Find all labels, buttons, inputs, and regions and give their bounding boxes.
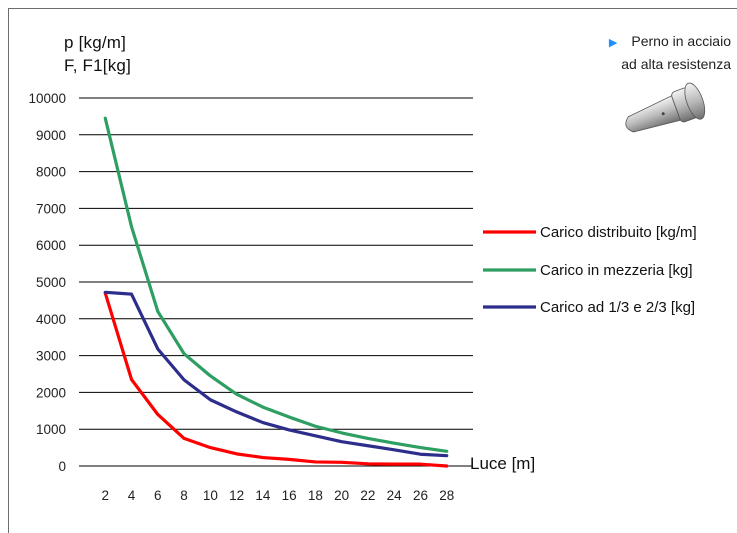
y-tick-label: 0 [58, 459, 66, 474]
legend-label-2: Carico in mezzeria [kg] [540, 262, 693, 279]
x-tick-label: 26 [413, 488, 428, 503]
x-tick-label: 8 [180, 488, 188, 503]
x-tick-label: 6 [154, 488, 162, 503]
series-line-1 [103, 291, 449, 468]
y-tick-label: 8000 [36, 165, 66, 180]
series-line-2 [103, 116, 449, 453]
bullet-icon: ▶ [608, 37, 618, 49]
note-line-1: ▶ Perno in acciaio [608, 33, 731, 49]
y-axis-label-2: F, F1[kg] [64, 56, 131, 75]
steel-pin-icon [625, 82, 706, 133]
y-tick-label: 3000 [36, 349, 66, 364]
y-tick-label: 4000 [36, 312, 66, 327]
y-tick-label: 9000 [36, 128, 66, 143]
series-line-3 [103, 290, 449, 458]
x-tick-label: 20 [334, 488, 349, 503]
note-line-2: ad alta resistenza [621, 56, 731, 72]
x-tick-label: 14 [255, 488, 271, 503]
y-tick-label: 5000 [36, 275, 66, 290]
x-tick-label: 12 [229, 488, 244, 503]
y-tick-label: 10000 [28, 91, 66, 106]
legend-label-3: Carico ad 1/3 e 2/3 [kg] [540, 299, 695, 316]
x-axis-label: Luce [m] [470, 454, 535, 473]
x-tick-label: 4 [128, 488, 136, 503]
x-tick-label: 24 [387, 488, 403, 503]
x-tick-label: 28 [439, 488, 454, 503]
y-tick-label: 2000 [36, 385, 66, 400]
y-tick-label: 1000 [36, 422, 66, 437]
y-tick-label: 7000 [36, 201, 66, 216]
y-tick-label: 6000 [36, 238, 66, 253]
legend-label-1: Carico distribuito [kg/m] [540, 224, 697, 241]
chart-frame [8, 8, 737, 533]
x-tick-label: 16 [282, 488, 297, 503]
x-tick-label: 2 [102, 488, 110, 503]
x-tick-label: 18 [308, 488, 323, 503]
y-axis-label-1: p [kg/m] [64, 33, 127, 52]
x-tick-label: 22 [360, 488, 375, 503]
x-tick-label: 10 [203, 488, 218, 503]
